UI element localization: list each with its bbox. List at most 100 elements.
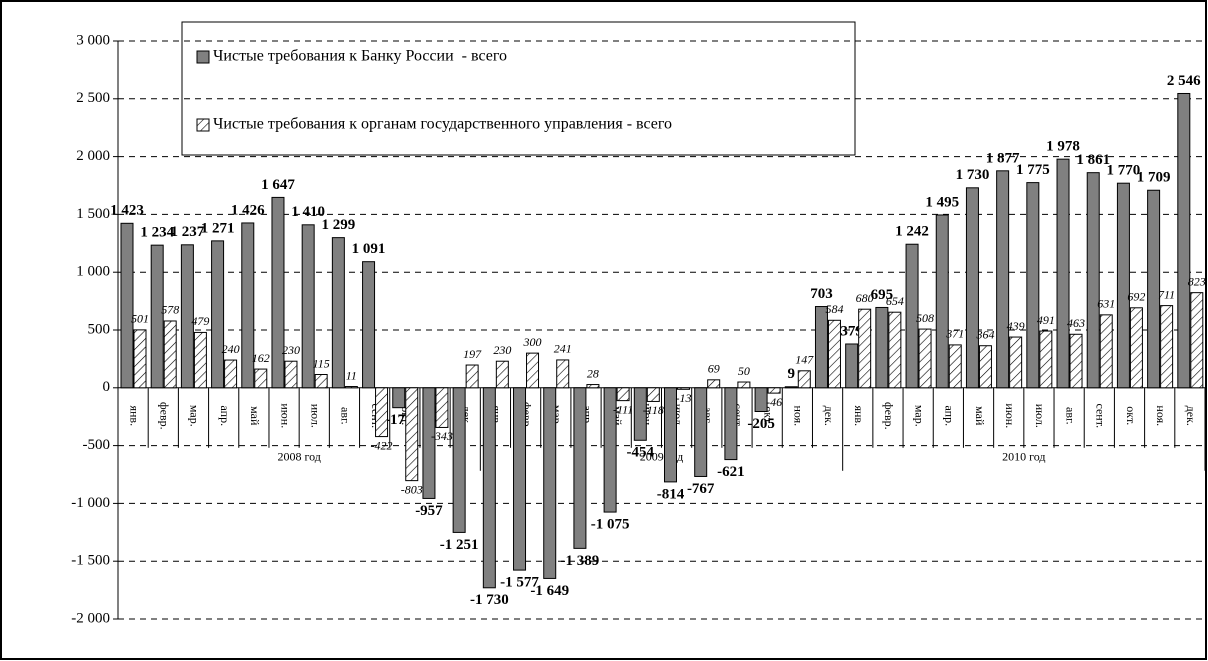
bar: [767, 387, 781, 394]
value-label: -814: [657, 486, 685, 502]
y-tick-label: -2 000: [71, 610, 110, 626]
value-label: 631: [1097, 297, 1115, 311]
bar: [814, 306, 828, 389]
bar: [211, 240, 225, 389]
value-label: 491: [1037, 313, 1055, 327]
x-tick-label: окт.: [1124, 406, 1138, 425]
y-tick-label: -1 000: [71, 495, 110, 511]
bar: [948, 344, 962, 389]
x-tick-label: мар.: [912, 405, 926, 427]
value-label: 501: [131, 312, 149, 326]
legend-label: Чистые требования к Банку России - всего: [213, 48, 507, 65]
value-label: 364: [975, 327, 994, 341]
bar: [495, 360, 509, 389]
y-tick-label: 2 500: [76, 90, 110, 106]
value-label: 1 423: [110, 203, 144, 219]
value-label: 300: [523, 335, 542, 349]
bar: [362, 261, 376, 389]
bar: [435, 387, 449, 428]
bar: [586, 384, 600, 389]
value-label: 1 237: [171, 224, 205, 240]
value-label: -46: [766, 395, 782, 409]
value-label: -1 251: [440, 537, 479, 553]
bar: [1177, 92, 1191, 389]
x-tick-label: февр.: [158, 402, 172, 430]
group-label: 2008 год: [277, 450, 320, 464]
value-label: 1 978: [1046, 139, 1080, 155]
bar: [241, 222, 255, 389]
bar: [556, 359, 570, 389]
value-label: 147: [795, 353, 814, 367]
value-label: 69: [708, 362, 720, 376]
x-tick-label: ноя.: [1154, 405, 1168, 426]
value-label: 1 877: [986, 150, 1020, 166]
value-label: 230: [493, 343, 511, 357]
bar: [1039, 330, 1053, 389]
bar: [1009, 336, 1023, 389]
y-tick-label: 1 000: [76, 264, 110, 280]
bar: [616, 387, 630, 402]
value-label: 654: [886, 294, 904, 308]
bar: [1069, 333, 1083, 389]
value-label: 1 091: [352, 241, 386, 257]
y-tick-label: 0: [103, 379, 111, 395]
value-label: 241: [554, 342, 572, 356]
value-label: -1 649: [530, 583, 569, 599]
value-label: 578: [161, 303, 179, 317]
bar: [1099, 314, 1113, 389]
x-tick-label: мар.: [188, 405, 202, 427]
value-label: -957: [415, 503, 443, 519]
x-tick-label: июн.: [1003, 403, 1017, 428]
bar: [392, 387, 406, 409]
bar: [513, 387, 527, 571]
value-label: 115: [313, 356, 330, 370]
value-label: 703: [810, 286, 833, 302]
bar: [754, 387, 768, 412]
bar: [1056, 158, 1070, 389]
value-label: 1 770: [1107, 163, 1141, 179]
bar: [452, 387, 466, 533]
bar: [724, 387, 738, 461]
value-label: -1 075: [591, 517, 630, 533]
bar: [875, 306, 889, 389]
x-tick-label: янв.: [127, 405, 141, 426]
group-label: 2010 год: [1002, 450, 1045, 464]
value-label: -205: [747, 416, 775, 432]
value-label: -454: [627, 445, 655, 461]
value-label: 230: [282, 343, 300, 357]
value-label: 1 647: [261, 177, 295, 193]
x-tick-label: апр.: [218, 406, 232, 427]
bar: [405, 387, 419, 482]
bar: [284, 360, 298, 389]
value-label: 162: [252, 351, 270, 365]
value-label: 1 775: [1016, 162, 1050, 178]
bar: [465, 364, 479, 389]
value-label: -1 730: [470, 592, 509, 608]
bar: [1129, 307, 1143, 389]
y-tick-label: -1 500: [71, 553, 110, 569]
bar: [965, 187, 979, 389]
bar: [344, 386, 358, 389]
bar: [996, 170, 1010, 389]
x-tick-label: ноя.: [792, 405, 806, 426]
bar: [1026, 182, 1040, 389]
y-tick-label: 1 500: [76, 206, 110, 222]
x-tick-label: сент.: [1094, 404, 1108, 429]
bar: [1086, 172, 1100, 389]
value-label: 1 242: [895, 224, 929, 240]
bar: [314, 374, 328, 389]
bar: [254, 368, 268, 389]
x-tick-label: май: [973, 406, 987, 426]
value-label: 379: [840, 323, 863, 339]
x-tick-label: май: [248, 406, 262, 426]
value-label: 28: [587, 366, 599, 380]
value-label: 1 234: [140, 225, 174, 241]
bar: [784, 386, 798, 389]
value-label: 463: [1067, 316, 1085, 330]
x-tick-label: дек.: [822, 406, 836, 426]
value-label: 1 495: [925, 194, 959, 210]
value-label: 479: [191, 314, 209, 328]
value-label: 695: [871, 287, 894, 303]
bar: [133, 329, 147, 389]
